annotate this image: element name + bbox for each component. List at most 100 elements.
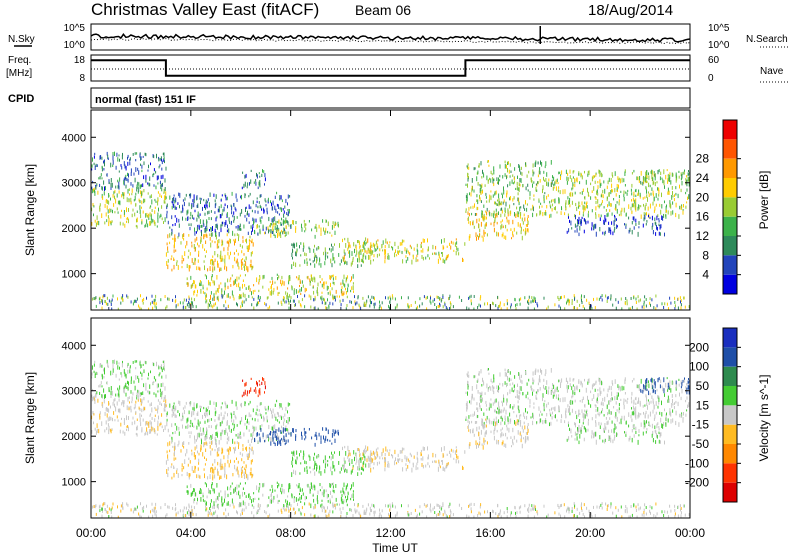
- velocity-cell-7: [455, 446, 457, 449]
- power-cell-2: [223, 247, 225, 252]
- power-cell-9: [482, 237, 484, 242]
- power-cell-near: [419, 297, 421, 301]
- velocity-cell-2: [210, 450, 212, 456]
- velocity-cell-2: [245, 464, 247, 469]
- power-cell-7: [416, 248, 418, 252]
- velocity-cell-7: [389, 449, 391, 452]
- velocity-cell-10: [524, 416, 526, 419]
- velocity-cell-2: [247, 474, 249, 480]
- power-cell-10: [546, 181, 547, 186]
- velocity-cell-0: [161, 425, 163, 429]
- velocity-cell-0: [129, 401, 130, 404]
- power-cell-11: [634, 199, 636, 204]
- velocity-cell-1: [91, 394, 93, 398]
- power-cell-4: [269, 280, 271, 284]
- power-cell-6: [329, 247, 330, 251]
- velocity-cell-3: [189, 401, 191, 407]
- power-cell-11: [610, 203, 612, 207]
- power-cell-near: [151, 300, 153, 304]
- power-cell-near: [558, 298, 560, 301]
- velocity-cell-4: [200, 489, 202, 494]
- power-cell-0: [127, 189, 129, 194]
- power-cell-10: [474, 213, 476, 216]
- power-cell-near: [680, 303, 682, 307]
- power-cell-0: [122, 222, 124, 226]
- power-cell-0: [99, 203, 101, 207]
- power-cell-near: [561, 295, 562, 299]
- power-cell-11: [594, 196, 596, 199]
- velocity-cell-3: [287, 402, 289, 407]
- velocity-cell-10: [471, 396, 473, 401]
- power-cell-4: [296, 276, 298, 279]
- power-cell-7: [384, 255, 386, 260]
- velocity-cell-2: [204, 463, 206, 466]
- velocity-cell-5: [277, 437, 279, 441]
- power-cell-7: [462, 257, 463, 262]
- velocity-cell-3: [185, 425, 187, 429]
- power-cell-3: [276, 226, 278, 231]
- velocity-cell-9: [480, 429, 482, 435]
- power-cell-10: [465, 195, 467, 199]
- power-cell-1: [128, 173, 129, 178]
- power-cell-7: [443, 238, 445, 243]
- power-cell-3: [240, 228, 242, 231]
- velocity-cell-7: [342, 446, 343, 451]
- power-cell-3: [233, 211, 235, 215]
- velocity-cell-9: [527, 423, 529, 426]
- velocity-cell-10: [490, 378, 492, 382]
- power-cell-10: [482, 169, 483, 174]
- velocity-cell-1: [103, 388, 105, 393]
- power-cell-3: [216, 224, 218, 230]
- power-cell-4: [230, 277, 232, 280]
- velocity-cell-10: [513, 404, 515, 408]
- velocity-cell-2: [191, 449, 193, 452]
- power-cell-10: [503, 186, 504, 191]
- velocity-cell-7: [416, 451, 418, 456]
- power-cell-11: [642, 197, 644, 200]
- power-cell-9: [491, 212, 493, 217]
- power-cell-near: [340, 303, 342, 307]
- velocity-cell-4: [194, 498, 196, 501]
- power-cell-10: [552, 175, 553, 179]
- velocity-cell-3: [289, 403, 291, 406]
- power-cell-2: [234, 241, 235, 246]
- power-cell-near: [314, 306, 316, 310]
- power-cell-4: [312, 286, 314, 289]
- power-cell-2: [206, 234, 208, 238]
- velocity-cell-1: [125, 392, 127, 397]
- velocity-cell-2: [203, 468, 205, 471]
- velocity-cell-6: [305, 461, 307, 465]
- power-cell-11: [685, 191, 687, 195]
- power-cell-3: [227, 224, 228, 229]
- velocity-cell-2: [244, 467, 246, 471]
- power-cell-5: [270, 233, 272, 238]
- velocity-cell-7: [401, 447, 403, 451]
- power-cell-3: [276, 191, 278, 195]
- velocity-cell-2: [169, 449, 171, 453]
- power-cell-6: [324, 247, 326, 253]
- power-cell-10: [471, 185, 473, 190]
- power-cell-1: [110, 186, 112, 190]
- power-cell-11: [618, 201, 620, 206]
- velocity-cell-7: [407, 465, 409, 469]
- power-cell-3: [228, 228, 230, 234]
- velocity-cell-2: [188, 457, 190, 460]
- velocity-cell-3: [268, 436, 269, 442]
- velocity-cell-2: [198, 474, 200, 478]
- power-cell-7: [458, 252, 460, 256]
- power-cell-4: [202, 284, 204, 288]
- power-cell-0: [108, 221, 110, 227]
- velocity-cell-10: [509, 412, 511, 417]
- power-cell-4: [276, 286, 278, 290]
- power-cell-10: [476, 199, 478, 202]
- power-cell-0: [157, 212, 159, 216]
- power-cell-2: [214, 266, 216, 271]
- velocity-cell-10: [542, 420, 544, 425]
- power-cell-11: [678, 170, 680, 173]
- power-cell-3: [287, 209, 289, 212]
- power-cell-10: [513, 177, 515, 181]
- power-cell-7: [434, 252, 436, 255]
- velocity-cell-10: [532, 420, 534, 426]
- power-cell-near: [606, 296, 608, 300]
- velocity-cell-1: [142, 363, 144, 366]
